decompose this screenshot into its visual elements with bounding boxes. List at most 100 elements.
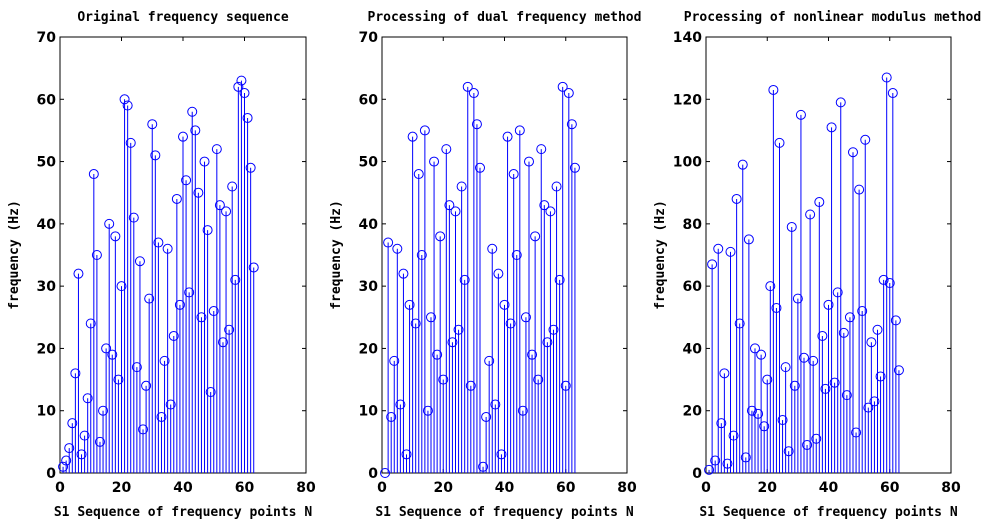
stem-marker bbox=[221, 206, 232, 217]
stem-marker bbox=[104, 218, 115, 229]
stem-marker bbox=[416, 250, 427, 260]
x-axis-label: S1 Sequence of frequency points N bbox=[699, 505, 957, 520]
stem-marker bbox=[419, 125, 430, 136]
y-tick-label: 20 bbox=[359, 341, 379, 357]
y-tick-label: 60 bbox=[359, 92, 379, 108]
stem-marker bbox=[233, 81, 244, 92]
stem-marker bbox=[196, 312, 207, 323]
stem-marker bbox=[805, 209, 816, 220]
stem-marker bbox=[750, 343, 760, 354]
x-tick-label: 0 bbox=[55, 480, 65, 496]
stem-marker bbox=[76, 449, 87, 460]
y-tick-label: 0 bbox=[692, 466, 702, 482]
stem-marker bbox=[444, 200, 455, 211]
stem-marker bbox=[401, 449, 412, 460]
stem-marker bbox=[165, 399, 176, 410]
stem-marker bbox=[490, 399, 501, 410]
x-tick-label: 60 bbox=[880, 480, 900, 496]
stem-marker bbox=[88, 169, 99, 180]
x-tick-label: 60 bbox=[556, 480, 576, 496]
y-tick-label: 50 bbox=[37, 155, 57, 171]
stem-marker bbox=[190, 125, 201, 136]
stem-marker bbox=[459, 274, 470, 285]
stem-marker bbox=[125, 137, 136, 148]
y-axis-label: frequency (Hz) bbox=[329, 200, 344, 310]
stem-marker bbox=[236, 75, 247, 86]
stem-marker bbox=[116, 281, 127, 292]
stem-marker bbox=[156, 411, 167, 422]
x-axis-label: S1 Sequence of frequency points N bbox=[54, 505, 312, 520]
stem-marker bbox=[499, 299, 510, 310]
stem-marker bbox=[174, 299, 185, 310]
x-tick-label: 80 bbox=[296, 480, 316, 496]
stem-marker bbox=[808, 355, 819, 366]
stem-marker bbox=[162, 243, 173, 254]
stem-marker bbox=[524, 156, 534, 167]
stem-marker bbox=[471, 119, 482, 130]
stem-marker bbox=[67, 418, 78, 429]
stem-marker bbox=[82, 393, 93, 404]
x-tick-label: 80 bbox=[941, 480, 961, 496]
y-tick-label: 60 bbox=[683, 279, 703, 295]
stem-marker bbox=[245, 162, 256, 173]
stem-marker bbox=[184, 287, 195, 298]
stem-marker bbox=[159, 355, 170, 366]
stem-marker bbox=[746, 405, 757, 416]
stem-marker bbox=[811, 433, 822, 444]
stem-marker bbox=[465, 380, 476, 391]
stem-marker bbox=[725, 246, 736, 257]
stem-marker bbox=[517, 405, 528, 416]
stem-marker bbox=[511, 250, 522, 260]
stem-marker bbox=[854, 184, 865, 195]
stem-marker bbox=[762, 374, 773, 385]
stem-marker bbox=[557, 81, 568, 92]
stem-marker bbox=[478, 461, 489, 472]
stem-marker bbox=[181, 175, 192, 186]
y-tick-label: 60 bbox=[37, 92, 57, 108]
stem-marker bbox=[134, 256, 145, 267]
stem-marker bbox=[731, 193, 742, 204]
stem-marker bbox=[380, 468, 391, 478]
stem-marker bbox=[131, 362, 142, 373]
y-tick-label: 120 bbox=[673, 92, 702, 108]
stem-marker bbox=[551, 181, 562, 192]
y-tick-label: 30 bbox=[359, 279, 379, 295]
stem-marker bbox=[548, 324, 559, 335]
stem-marker bbox=[869, 396, 880, 407]
stem-marker bbox=[756, 349, 767, 360]
stem-marker bbox=[848, 147, 858, 158]
stem-marker bbox=[792, 293, 803, 304]
y-axis-label: frequency (Hz) bbox=[653, 200, 668, 310]
stem-marker bbox=[147, 119, 158, 130]
y-tick-label: 40 bbox=[359, 217, 379, 233]
stem-marker bbox=[239, 88, 250, 99]
stem-marker bbox=[829, 377, 840, 388]
stem-marker bbox=[884, 278, 895, 289]
stem-marker bbox=[887, 88, 898, 99]
stem-marker bbox=[79, 430, 90, 441]
stem-marker bbox=[851, 427, 862, 438]
stem-marker bbox=[98, 405, 109, 416]
stem-marker bbox=[153, 237, 164, 248]
stem-marker bbox=[383, 237, 394, 248]
y-tick-label: 30 bbox=[37, 279, 57, 295]
x-tick-label: 40 bbox=[495, 480, 515, 496]
stem-marker bbox=[777, 415, 788, 426]
stem-marker bbox=[144, 293, 155, 304]
stem-marker bbox=[94, 436, 105, 447]
stem-marker bbox=[435, 231, 446, 242]
stem-marker bbox=[410, 318, 421, 329]
x-tick-label: 20 bbox=[434, 480, 454, 496]
stem-marker bbox=[710, 455, 721, 466]
stem-marker bbox=[242, 112, 253, 123]
stem-marker bbox=[187, 106, 198, 117]
stem-marker bbox=[835, 97, 846, 108]
chart-panel-3: Processing of nonlinear modulus method 0 2… bbox=[653, 10, 981, 520]
stem-marker bbox=[890, 315, 901, 326]
stem-marker bbox=[716, 418, 727, 429]
stem-marker bbox=[113, 374, 124, 385]
y-tick-label: 40 bbox=[37, 217, 57, 233]
stem-marker bbox=[389, 355, 400, 366]
stem-marker bbox=[91, 250, 102, 260]
stem-marker bbox=[211, 144, 222, 155]
